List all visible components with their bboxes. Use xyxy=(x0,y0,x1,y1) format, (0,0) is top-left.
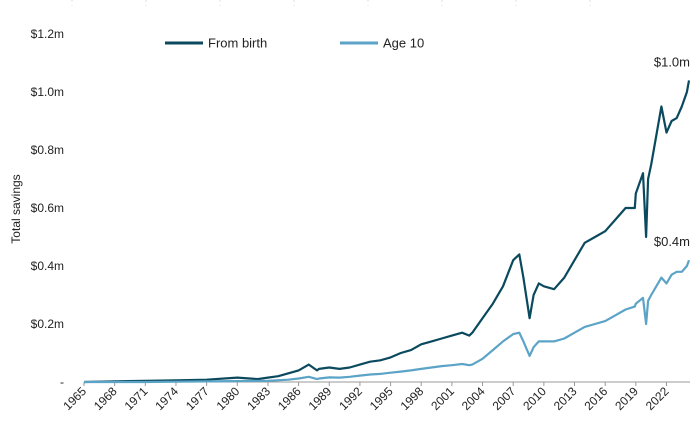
y-tick-label: $1.2m xyxy=(31,27,64,41)
y-tick-label: $0.2m xyxy=(31,317,64,331)
x-tick-label: 1989 xyxy=(306,384,335,413)
y-tick-label: $1.0m xyxy=(31,85,64,99)
x-axis-ticks: 1965 1968 1971 1974 1977 1980 1983 1986 1989 1992… xyxy=(60,382,672,413)
legend-label: Age 10 xyxy=(383,36,424,51)
x-tick-label: 2004 xyxy=(459,384,488,413)
x-tick-label: 1992 xyxy=(336,384,365,413)
y-axis-title: Total savings xyxy=(9,174,23,243)
y-axis-ticks: - $0.2m $0.4m $0.6m $0.8m $1.0m $1.2m xyxy=(31,27,64,389)
x-tick-label: 2016 xyxy=(582,384,611,413)
x-tick-label: 1986 xyxy=(275,384,304,413)
x-tick-label: 1965 xyxy=(60,384,89,413)
x-tick-label: 1995 xyxy=(367,384,396,413)
series-end-labels: $1.0m $0.4m xyxy=(654,54,690,249)
x-tick-label: 2013 xyxy=(551,384,580,413)
y-tick-label: $0.4m xyxy=(31,259,64,273)
legend-label: From birth xyxy=(208,36,267,51)
x-tick-label: 1971 xyxy=(122,384,151,413)
series-end-label: $1.0m xyxy=(654,54,690,69)
x-tick-label: 2001 xyxy=(428,384,457,413)
x-tick-label: 2022 xyxy=(643,384,672,413)
x-tick-label: 1977 xyxy=(183,384,212,413)
series-lines xyxy=(83,80,691,384)
series-end-label: $0.4m xyxy=(654,234,690,249)
vertical-gridlines xyxy=(71,0,591,6)
y-tick-label: $0.6m xyxy=(31,201,64,215)
x-tick-label: 1998 xyxy=(398,384,427,413)
series-line-from-birth xyxy=(83,80,691,384)
x-tick-label: 1980 xyxy=(214,384,243,413)
x-tick-label: 1974 xyxy=(152,384,181,413)
y-tick-label: - xyxy=(60,375,64,389)
legend: From birth Age 10 xyxy=(165,36,424,51)
x-tick-label: 1983 xyxy=(244,384,273,413)
x-tick-label: 2007 xyxy=(490,384,519,413)
x-tick-label: 2019 xyxy=(612,384,641,413)
x-tick-label: 1968 xyxy=(91,384,120,413)
series-line-age-10 xyxy=(84,259,691,384)
x-tick-label: 2010 xyxy=(520,384,549,413)
y-tick-label: $0.8m xyxy=(31,143,64,157)
